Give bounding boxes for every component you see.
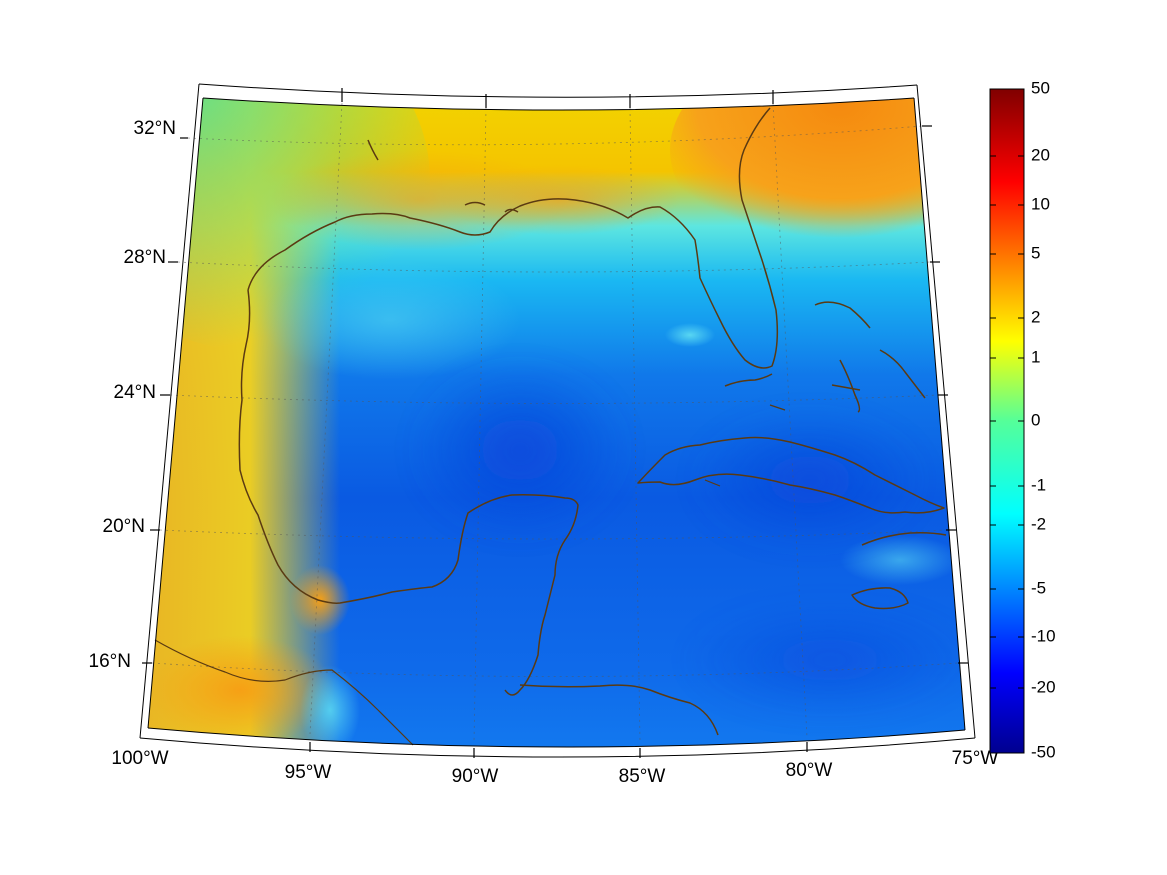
lat-label: 24°N [114,382,156,403]
lon-label: 100°W [111,748,168,769]
colorbar-tick-label: 20 [1031,145,1050,164]
graticule [151,102,959,743]
colorbar-tick-label: -10 [1031,626,1056,645]
mexico-guatemala-border [154,639,414,746]
colorbar-tick-label: -20 [1031,677,1056,696]
florida-keys [724,373,773,387]
coastlines [154,107,947,746]
lon-label: 85°W [619,766,666,787]
louisiana-islands [367,139,519,213]
lon-label: 80°W [786,760,833,781]
colorbar-tick-label: -5 [1031,578,1046,597]
bahamas [814,301,926,413]
lat-label: 16°N [89,651,131,672]
hispaniola [861,532,947,546]
lat-label: 32°N [134,118,176,139]
colorbar-tick-label: -2 [1031,514,1046,533]
colorbar-tick-label: 5 [1031,243,1040,262]
colorbar-tick-label: -50 [1031,742,1056,761]
lon-label: 75°W [952,748,999,769]
longitude-labels: 100°W 95°W 90°W 85°W 80°W 75°W [111,748,998,787]
colorbar-tick-label: 1 [1031,347,1040,366]
central-america-coast [519,684,719,736]
latitude-labels: 32°N 28°N 24°N 20°N 16°N [89,118,176,672]
lon-label: 90°W [452,766,499,787]
lat-label: 28°N [124,247,166,268]
lat-label: 20°N [103,516,145,537]
map-frame [139,83,976,758]
data-field [148,98,965,748]
colorbar-tick-label: 10 [1031,194,1050,213]
cuba-islands [704,404,786,487]
colorbar-tick-label: 2 [1031,307,1040,326]
cuba [637,436,945,514]
lon-label: 95°W [285,762,332,783]
colorbar-tick-label: 0 [1031,410,1040,429]
us-gulf-coast [247,107,779,369]
colorbar-tick-label: -1 [1031,475,1046,494]
colorbar-tick-label: 50 [1031,78,1050,97]
mexico-east-coast [238,289,579,696]
jamaica [851,587,909,610]
